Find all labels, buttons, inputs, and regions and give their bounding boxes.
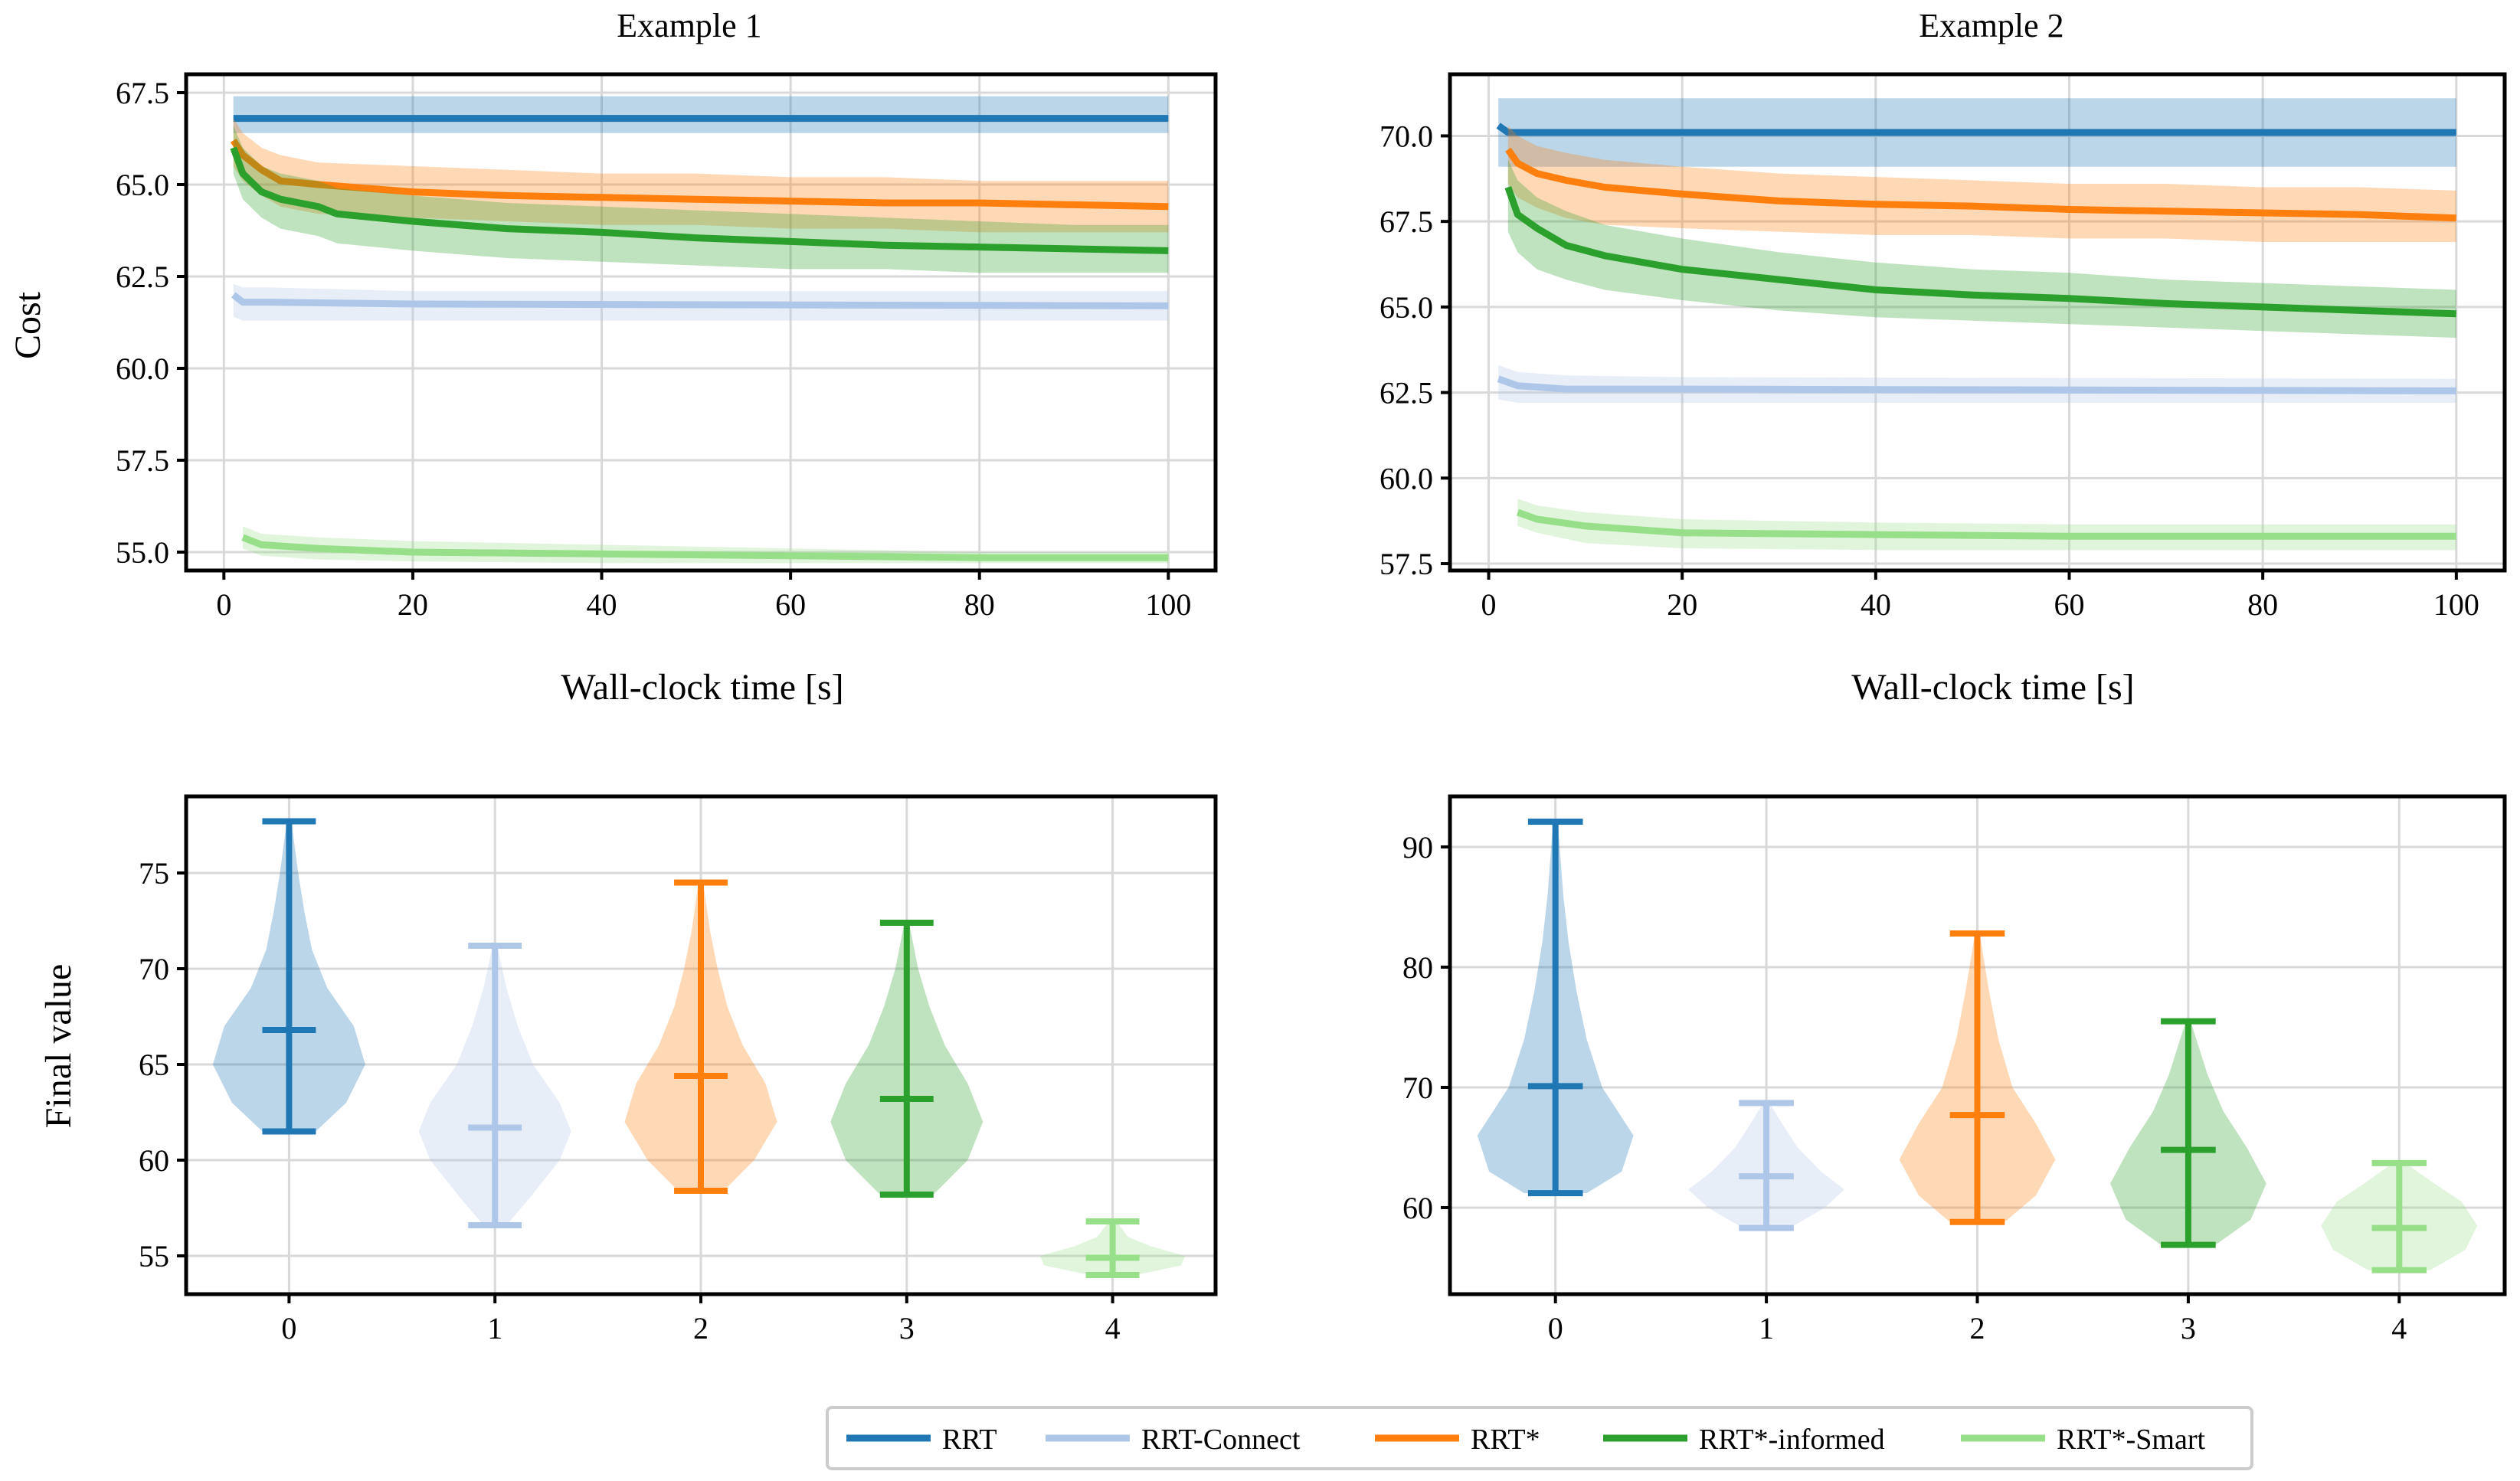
line2-ytick-1-label: 60.0 — [1379, 461, 1433, 495]
line2-ytick-0-label: 57.5 — [1379, 547, 1433, 581]
line2-line-rrt-star-informed — [1504, 186, 2456, 318]
line1-line-rrt-connect — [231, 292, 1169, 309]
line1-band-rrt — [233, 96, 1169, 133]
violin1-ytick-70-label: 70 — [139, 952, 169, 986]
line1-ytick-4-label: 65.0 — [116, 168, 169, 202]
panel-violin-2: 60 70 80 90 0 1 2 3 4 — [1402, 794, 2507, 1345]
violin2-xtick-1-label: 1 — [1759, 1311, 1774, 1345]
line2-line-rrt-connect — [1497, 375, 2456, 394]
line1-xtick-100-label: 100 — [1145, 587, 1191, 622]
violin1-ytick-65-label: 65 — [139, 1048, 169, 1082]
line2-band-rrt-connect — [1498, 365, 2456, 403]
line2-band-rrt-star-smart — [1517, 499, 2456, 551]
violin2-xtick-3-label: 3 — [2181, 1311, 2196, 1345]
line2-xtick-0-label: 0 — [1481, 587, 1497, 622]
violin1-ytick-60-label: 60 — [139, 1143, 169, 1178]
line2-xtick-80-label: 80 — [2247, 587, 2278, 622]
violin1-xtick-3-label: 3 — [899, 1311, 915, 1345]
violin2-ytick-80-label: 80 — [1402, 950, 1433, 985]
violin2-ytick-90-label: 90 — [1402, 830, 1433, 865]
line1-ytick-3-label: 62.5 — [116, 260, 169, 294]
line1-xtick-40-label: 40 — [587, 587, 617, 622]
ylabel-final-value: Final value — [38, 964, 79, 1129]
violin2-ytick-60-label: 60 — [1402, 1191, 1433, 1225]
line2-ytick-5-label: 70.0 — [1379, 119, 1433, 153]
line1-ytick-0-label: 55.0 — [116, 535, 169, 570]
line2-line-rrt-star — [1505, 147, 2456, 222]
line1-xtick-0-label: 0 — [216, 587, 231, 622]
plot-area-example-1: 55.0 57.5 60.0 62.5 65.0 67.5 0 20 40 60 80 100 — [116, 72, 1218, 622]
panel-example-2: Example 2 Wall-clock time [s] 57.5 60.0 62… — [1379, 7, 2507, 708]
legend-item-rrt-connect: RRT-Connect — [1046, 1424, 1301, 1456]
violin1-ytick-55-label: 55 — [139, 1239, 169, 1273]
ylabel-cost: Cost — [8, 291, 48, 359]
violin1-xtick-1-label: 1 — [487, 1311, 502, 1345]
title-example-1: Example 1 — [617, 7, 761, 44]
line1-xtick-80-label: 80 — [964, 587, 995, 622]
plot-area-violin-2: 60 70 80 90 0 1 2 3 4 — [1402, 794, 2507, 1345]
line2-line-rrt — [1496, 123, 2456, 136]
line1-ytick-5-label: 67.5 — [116, 76, 169, 110]
line1-line-rrt-star — [230, 138, 1169, 211]
violin2-xtick-2-label: 2 — [1970, 1311, 1985, 1345]
line1-frame — [184, 72, 1218, 573]
legend: RRT RRT-Connect RRT* RRT*-informed RRT*-… — [826, 1406, 2253, 1470]
plot-area-example-2: 57.5 60.0 62.5 65.0 67.5 70.0 0 20 40 60 80 100 — [1379, 72, 2507, 622]
xlabel-example-2: Wall-clock time [s] — [1851, 667, 2134, 708]
xlabel-example-1: Wall-clock time [s] — [561, 667, 843, 708]
line2-xtick-60-label: 60 — [2054, 587, 2085, 622]
title-example-2: Example 2 — [1919, 7, 2063, 44]
legend-item-rrt-star: RRT* — [1375, 1424, 1540, 1456]
legend-item-rrt-star-informed: RRT*-informed — [1603, 1424, 1885, 1456]
line2-xtick-100-label: 100 — [2433, 587, 2479, 622]
line2-ytick-3-label: 65.0 — [1379, 290, 1433, 325]
line2-frame — [1448, 72, 2507, 573]
legend-item-rrt-star-smart: RRT*-Smart — [1961, 1424, 2205, 1456]
line1-xtick-60-label: 60 — [775, 587, 806, 622]
legend-label-rrt-star: RRT* — [1471, 1424, 1540, 1456]
legend-frame — [826, 1406, 2253, 1470]
line2-ytick-2-label: 62.5 — [1379, 376, 1433, 410]
violin1-xtick-2-label: 2 — [693, 1311, 709, 1345]
legend-label-rrt: RRT — [942, 1424, 997, 1456]
violin2-xtick-4-label: 4 — [2391, 1311, 2407, 1345]
line2-xtick-40-label: 40 — [1861, 587, 1891, 622]
line1-ytick-2-label: 60.0 — [116, 351, 169, 386]
line2-xtick-20-label: 20 — [1667, 587, 1697, 622]
violin2-xtick-0-label: 0 — [1548, 1311, 1563, 1345]
panel-violin-1: Final value 55 60 65 70 75 0 1 2 3 4 — [38, 794, 1218, 1345]
legend-label-rrt-star-informed: RRT*-informed — [1699, 1424, 1885, 1456]
line1-xtick-20-label: 20 — [398, 587, 428, 622]
violin1-xtick-0-label: 0 — [281, 1311, 296, 1345]
line1-line-rrt-star-informed — [230, 146, 1169, 254]
line1-band-rrt-star-informed — [233, 126, 1169, 273]
violin1-ytick-75-label: 75 — [139, 856, 169, 891]
line1-line-rrt-star-smart — [241, 534, 1169, 561]
legend-label-rrt-connect: RRT-Connect — [1141, 1424, 1301, 1456]
plot-area-violin-1: 55 60 65 70 75 0 1 2 3 4 — [139, 794, 1218, 1345]
line1-ytick-1-label: 57.5 — [116, 443, 169, 478]
violin2-ytick-70-label: 70 — [1402, 1071, 1433, 1105]
violin1-xtick-4-label: 4 — [1105, 1311, 1121, 1345]
line2-band-rrt-star-informed — [1507, 159, 2456, 338]
legend-item-rrt: RRT — [846, 1424, 997, 1456]
line2-ytick-4-label: 67.5 — [1379, 204, 1433, 239]
panel-example-1: Example 1 Cost Wall-clock time [s] 55.05… — [8, 7, 1218, 708]
legend-label-rrt-star-smart: RRT*-Smart — [2057, 1424, 2205, 1456]
line2-line-rrt-star-smart — [1516, 508, 2456, 540]
